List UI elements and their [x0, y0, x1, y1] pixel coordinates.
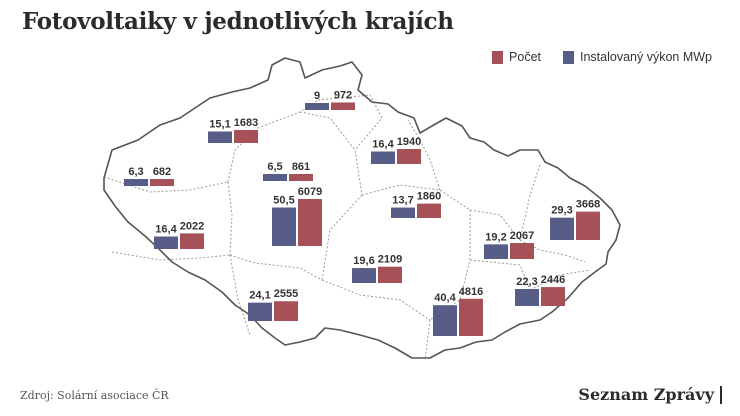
power-label: 16,4: [155, 223, 177, 235]
country-outline: [103, 57, 621, 359]
count-bar: [274, 301, 298, 321]
power-label: 6,3: [128, 166, 143, 178]
count-label: 6079: [298, 186, 322, 198]
power-label: 19,2: [485, 231, 506, 243]
region-bar-group: 22,3 2446: [515, 274, 565, 306]
region-borders: [103, 94, 591, 361]
count-bar: [180, 233, 204, 249]
region-bar-group: 9 972: [305, 89, 355, 110]
power-bar: [550, 217, 574, 240]
count-bar: [459, 298, 483, 336]
power-bar: [208, 131, 232, 143]
power-bar: [124, 179, 148, 186]
count-bar: [150, 179, 174, 186]
count-label: 4816: [459, 286, 483, 298]
count-label: 2109: [378, 254, 402, 266]
region-bar-group: 16,4 1940: [371, 136, 421, 164]
power-label: 9: [314, 90, 320, 102]
brand-logo: Seznam Zprávy: [578, 385, 714, 404]
power-bar: [433, 305, 457, 336]
legend-swatch-power: [563, 50, 574, 64]
power-label: 24,1: [249, 290, 270, 302]
region-bar-group: 15,1 1683: [208, 117, 258, 143]
count-label: 1683: [234, 117, 258, 129]
count-label: 682: [153, 166, 171, 178]
legend-swatch-count: [492, 50, 504, 64]
count-label: 2446: [541, 274, 565, 286]
power-label: 29,3: [551, 205, 572, 217]
count-bar: [510, 243, 534, 259]
region-bar-group: 16,4 2022: [154, 220, 204, 249]
legend-label-count: Počet: [509, 50, 541, 64]
power-label: 19,6: [353, 255, 374, 267]
power-bar: [352, 268, 376, 283]
brand-divider: [720, 386, 722, 404]
source-note: Zdroj: Solární asociace ČR: [20, 389, 169, 402]
power-bar: [305, 103, 329, 110]
power-bar: [154, 236, 178, 249]
region-bar-group: 50,5 6079: [272, 186, 322, 246]
count-label: 2067: [510, 230, 534, 242]
count-label: 1860: [417, 191, 441, 203]
count-label: 1940: [397, 136, 421, 148]
region-bar-group: 6,3 682: [124, 166, 174, 186]
power-bar: [263, 174, 287, 181]
power-bar: [515, 288, 539, 306]
count-bar: [378, 266, 402, 283]
count-label: 861: [292, 161, 310, 173]
region-bar-group: 19,2 2067: [484, 230, 534, 259]
power-bar: [484, 244, 508, 259]
count-bar: [298, 199, 322, 246]
region-bar-group: 24,1 2555: [248, 288, 298, 321]
region-bar-group: 13,7 1860: [391, 191, 441, 218]
power-label: 15,1: [209, 118, 230, 130]
region-bar-group: 6,5 861: [263, 161, 313, 181]
count-bar: [234, 129, 258, 143]
legend-item-count: Počet: [492, 50, 541, 64]
count-bar: [541, 287, 565, 306]
power-bar: [391, 207, 415, 218]
count-bar: [397, 149, 421, 164]
power-label: 40,4: [434, 292, 456, 304]
power-label: 22,3: [516, 276, 537, 288]
count-bar: [331, 102, 355, 110]
legend-label-power: Instalovaný výkon MWp: [580, 50, 712, 64]
count-bar: [417, 203, 441, 218]
region-bar-group: 19,6 2109: [352, 254, 402, 283]
power-bar: [248, 302, 272, 321]
count-label: 3668: [576, 199, 600, 211]
count-bar: [576, 211, 600, 240]
page-title: Fotovoltaiky v jednotlivých krajích: [22, 8, 454, 35]
power-bar: [371, 151, 395, 164]
power-label: 50,5: [273, 195, 294, 207]
power-label: 13,7: [392, 195, 413, 207]
count-label: 2555: [274, 288, 298, 300]
power-label: 16,4: [372, 138, 394, 150]
legend-item-power: Instalovaný výkon MWp: [563, 50, 712, 64]
power-label: 6,5: [267, 161, 282, 173]
count-label: 972: [334, 89, 352, 101]
power-bar: [272, 207, 296, 246]
region-bar-group: 29,3 3668: [550, 199, 600, 240]
count-bar: [289, 174, 313, 181]
count-label: 2022: [180, 220, 204, 232]
legend: Počet Instalovaný výkon MWp: [492, 50, 712, 64]
